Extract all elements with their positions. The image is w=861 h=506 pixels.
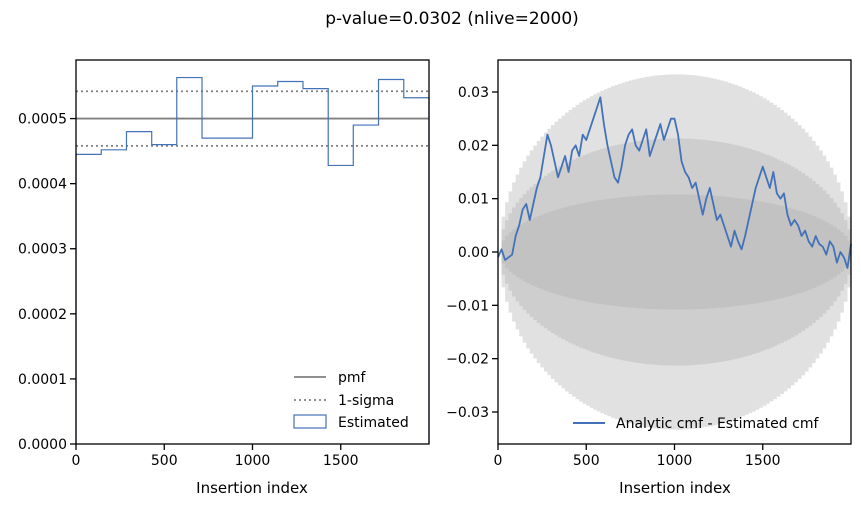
right-x-axis-label: Insertion index: [619, 479, 731, 497]
y-tick-label: 0.0003: [18, 242, 67, 258]
x-tick-label: 1000: [235, 453, 271, 469]
left-legend: pmf 1-sigma Estimated: [293, 370, 409, 431]
y-tick-label: −0.03: [446, 405, 489, 421]
histogram-bin: [177, 78, 202, 444]
histogram-bin: [101, 150, 126, 444]
x-tick-label: 1500: [323, 453, 359, 469]
left-x-ticks: 0 500 1000 1500: [72, 444, 359, 469]
right-legend: Analytic cmf - Estimated cmf: [573, 416, 819, 432]
legend-pmf-label: pmf: [338, 370, 367, 386]
y-tick-label: 0.0005: [18, 112, 67, 128]
sigma-band-3-sigma: [498, 74, 851, 430]
y-tick-label: 0.0002: [18, 307, 67, 323]
y-tick-label: 0.00: [458, 245, 489, 261]
legend-sigma-label: 1-sigma: [338, 393, 394, 409]
y-tick-label: 0.02: [458, 138, 489, 154]
histogram-bin: [303, 89, 328, 444]
y-tick-label: −0.01: [446, 298, 489, 314]
sigma-band-2-sigma: [498, 138, 851, 366]
x-tick-label: 500: [573, 453, 600, 469]
histogram-bin: [379, 80, 404, 444]
histogram-bin: [202, 138, 227, 444]
cmf-difference-panel: 0 500 1000 1500 −0.03 −0.02 −0.01 0.00 0.01 0.02…: [446, 59, 852, 497]
histogram-bin: [152, 145, 177, 444]
y-tick-label: 0.0000: [18, 437, 67, 453]
histogram-bin: [253, 86, 278, 444]
x-tick-label: 1000: [657, 453, 693, 469]
right-y-ticks: −0.03 −0.02 −0.01 0.00 0.01 0.02 0.03: [446, 85, 498, 421]
histogram-bin: [278, 81, 303, 444]
sigma-band-1-sigma: [498, 194, 851, 310]
histogram-bin: [404, 98, 429, 444]
y-tick-label: −0.02: [446, 352, 489, 368]
legend-cmf-label: Analytic cmf - Estimated cmf: [616, 416, 819, 432]
histogram-bin: [126, 132, 151, 444]
legend-estimated-swatch: [293, 414, 327, 429]
y-tick-label: 0.0001: [18, 372, 67, 388]
y-tick-label: 0.01: [458, 192, 489, 208]
histogram-bin: [227, 138, 252, 444]
histogram-bin: [76, 154, 101, 444]
x-tick-label: 1500: [745, 453, 781, 469]
x-tick-label: 0: [72, 453, 81, 469]
y-tick-label: 0.03: [458, 85, 489, 101]
legend-estimated-label: Estimated: [338, 415, 409, 431]
x-tick-label: 0: [494, 453, 503, 469]
right-x-ticks: 0 500 1000 1500: [494, 444, 781, 469]
right-plot-area: [497, 74, 852, 430]
left-x-axis-label: Insertion index: [196, 479, 308, 497]
figure-suptitle: p-value=0.0302 (nlive=2000): [325, 9, 579, 29]
left-y-ticks: 0.0000 0.0001 0.0002 0.0003 0.0004 0.0005: [18, 112, 76, 453]
x-tick-label: 500: [151, 453, 178, 469]
y-tick-label: 0.0004: [18, 177, 67, 193]
insertion-histogram-panel: 0 500 1000 1500 0.00000.00010.00020.00030.0…: [18, 59, 430, 497]
estimated-step-outline: [75, 76, 430, 444]
left-plot-area: [75, 76, 430, 444]
